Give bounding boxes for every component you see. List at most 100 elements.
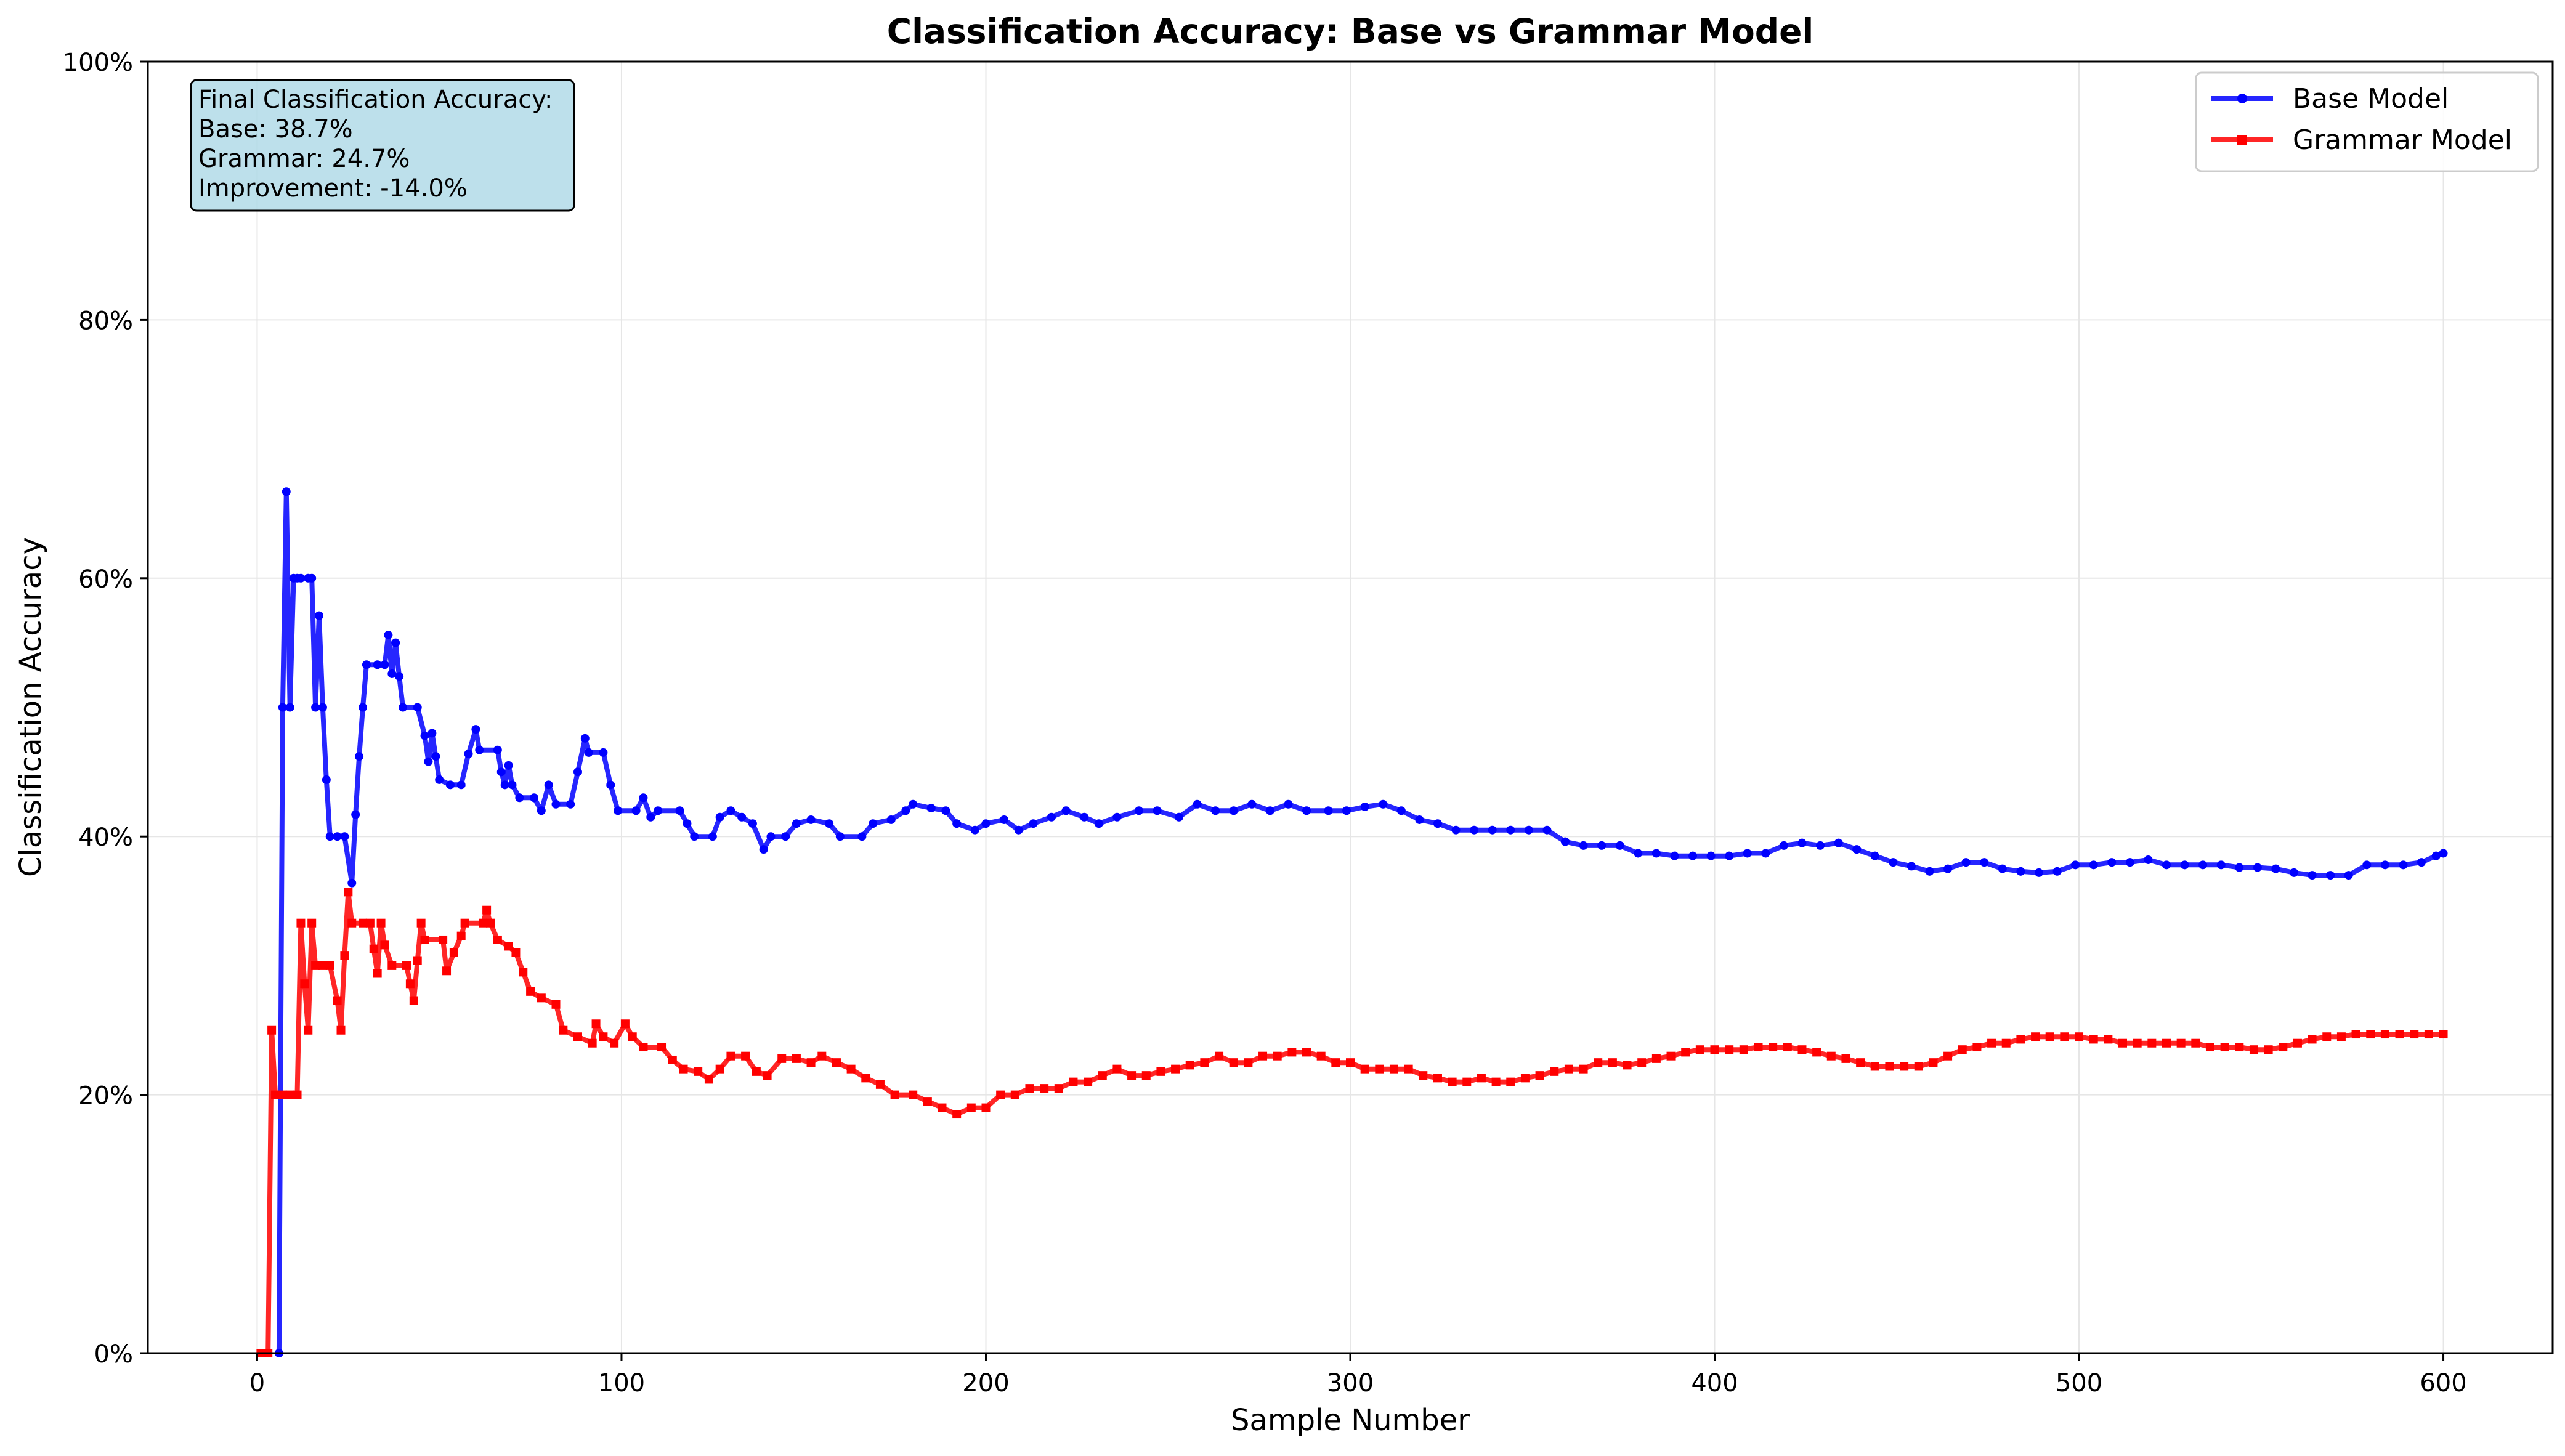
- grammar-model-point: [365, 918, 375, 928]
- base-model-point: [496, 767, 506, 777]
- base-model-point: [2271, 864, 2280, 873]
- base-model-point: [886, 815, 896, 824]
- base-model-point: [941, 806, 950, 815]
- grammar-model-point: [2439, 1030, 2448, 1039]
- base-model-point: [464, 749, 473, 758]
- grammar-model-point: [1783, 1043, 1792, 1052]
- base-model-point: [1000, 815, 1009, 824]
- base-model-point: [428, 729, 437, 738]
- base-model-point: [2439, 849, 2448, 858]
- base-model-point: [1229, 806, 1238, 815]
- base-model-point: [1061, 806, 1071, 815]
- grammar-model-point: [1229, 1058, 1238, 1067]
- base-model-point: [1925, 867, 1934, 876]
- base-model-point: [1396, 806, 1406, 815]
- base-model-point: [1112, 812, 1122, 822]
- base-model-point: [1451, 825, 1461, 835]
- base-model-point: [1542, 825, 1552, 835]
- base-model-point: [1579, 841, 1588, 850]
- grammar-model-point: [875, 1080, 885, 1089]
- x-tick-label: 300: [1327, 1369, 1374, 1397]
- base-model-point: [1907, 862, 1916, 871]
- base-model-point: [340, 832, 349, 841]
- grammar-model-point: [1040, 1084, 1049, 1093]
- base-model-point: [456, 780, 466, 790]
- grammar-model-point: [1826, 1051, 1836, 1061]
- grammar-model-point: [2264, 1045, 2273, 1054]
- grammar-model-point: [307, 918, 317, 928]
- grammar-model-point: [311, 961, 320, 970]
- base-model-point: [981, 819, 991, 828]
- grammar-model-point: [2104, 1035, 2113, 1044]
- base-model-point: [806, 815, 816, 824]
- base-model-point: [1265, 806, 1274, 815]
- base-model-point: [544, 780, 553, 790]
- base-model-point: [2144, 855, 2153, 864]
- base-model-point: [2089, 860, 2098, 870]
- base-model-point: [2125, 858, 2134, 867]
- grammar-model-point: [704, 1075, 713, 1084]
- grammar-model-point: [832, 1058, 841, 1067]
- grammar-model-point: [1389, 1064, 1398, 1074]
- grammar-model-point: [344, 888, 353, 897]
- base-model-point: [2071, 860, 2080, 870]
- grammar-model-point: [300, 979, 309, 989]
- grammar-model-point: [442, 966, 452, 976]
- base-model-point: [515, 793, 524, 803]
- base-model-point: [391, 638, 400, 647]
- base-model-point: [970, 825, 979, 835]
- grammar-model-point: [2351, 1030, 2360, 1039]
- grammar-model-point: [2322, 1032, 2332, 1041]
- grammar-model-point: [1520, 1074, 1530, 1083]
- base-model-point: [737, 812, 747, 822]
- grammar-model-point: [402, 961, 411, 970]
- base-model-point: [646, 812, 655, 822]
- grammar-model-point: [763, 1071, 772, 1080]
- base-model-point: [384, 631, 393, 640]
- grammar-model-point: [1725, 1045, 1734, 1054]
- grammar-model-point: [1856, 1058, 1865, 1067]
- grammar-model-point: [2249, 1045, 2258, 1054]
- grammar-model-point: [1448, 1077, 1457, 1086]
- grammar-model-point: [1346, 1058, 1355, 1067]
- base-model-series: [274, 487, 2448, 1357]
- grammar-model-point: [1419, 1071, 1428, 1080]
- grammar-model-point: [278, 1090, 287, 1099]
- grammar-model-point: [1433, 1074, 1442, 1083]
- grammar-model-point: [519, 968, 528, 977]
- grammar-model-point: [1987, 1038, 1996, 1048]
- base-model-point: [420, 731, 429, 740]
- grammar-model-point: [1360, 1064, 1369, 1074]
- grammar-model-point: [2279, 1043, 2288, 1052]
- base-model-point: [307, 573, 317, 583]
- base-model-point: [1961, 858, 1971, 867]
- base-model-point: [909, 799, 918, 809]
- base-model-point: [1688, 851, 1698, 860]
- grammar-model-point: [1769, 1043, 1778, 1052]
- grammar-model-point: [923, 1097, 932, 1106]
- base-model-point: [296, 573, 306, 583]
- base-model-point: [2162, 860, 2171, 870]
- base-model-point: [2344, 871, 2353, 880]
- grammar-model-point: [479, 918, 488, 928]
- base-model-point: [2326, 871, 2335, 880]
- grammar-model-point: [1127, 1071, 1137, 1080]
- base-model-point: [2052, 867, 2062, 876]
- base-model-point: [1615, 841, 1624, 850]
- grammar-model-point: [387, 961, 397, 970]
- grammar-model-point: [966, 1103, 976, 1112]
- base-model-point: [2180, 860, 2189, 870]
- base-model-point: [1870, 851, 1879, 860]
- base-model-point: [1889, 858, 1898, 867]
- base-model-point: [639, 793, 648, 803]
- grammar-model-point: [1112, 1064, 1122, 1074]
- grammar-model-point: [1885, 1062, 1894, 1071]
- grammar-model-point: [1506, 1077, 1515, 1086]
- y-tick-label: 20%: [78, 1082, 133, 1110]
- grammar-model-point: [2235, 1043, 2244, 1052]
- annotation-line: Base: 38.7%: [198, 115, 353, 144]
- grammar-model-point: [573, 1032, 582, 1041]
- grammar-model-point: [2336, 1032, 2346, 1041]
- base-model-point: [1211, 806, 1220, 815]
- grammar-model-point: [2075, 1032, 2084, 1041]
